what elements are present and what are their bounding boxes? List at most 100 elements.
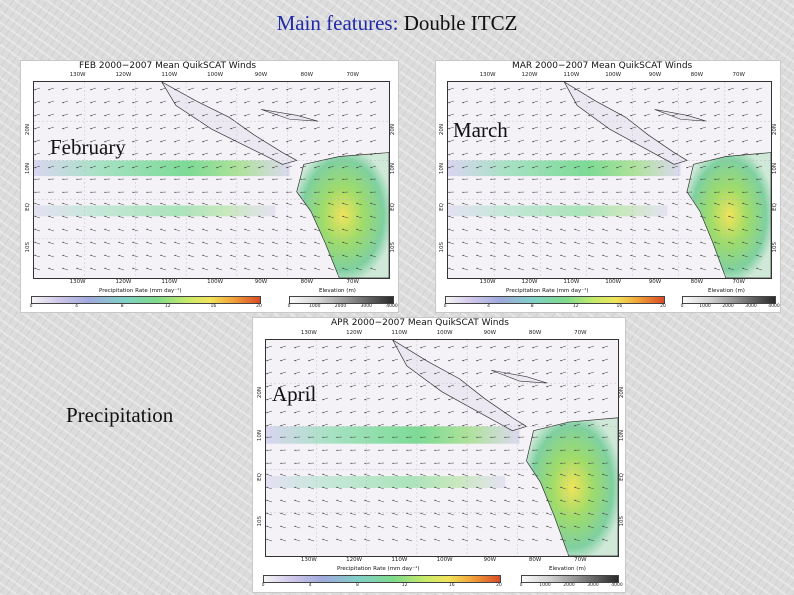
wind-vector (728, 268, 735, 271)
wind-vector-head (34, 102, 36, 104)
wind-vector-head (420, 347, 422, 349)
wind-vector (392, 474, 399, 477)
wind-vector (174, 229, 181, 232)
wind-vector (258, 242, 265, 245)
wind-vector-head (672, 215, 674, 217)
wind-vector (532, 371, 539, 374)
precip-tick-label: 12 (572, 304, 579, 309)
wind-vector (462, 255, 469, 258)
wind-vector-head (328, 128, 330, 130)
wind-vector (104, 203, 111, 206)
mar-map-panel: MAR 2000−2007 Mean QuikSCAT Winds 130W 12… (436, 61, 780, 312)
wind-vector (518, 371, 525, 374)
wind-vector-head (356, 167, 358, 169)
wind-vector (728, 139, 735, 142)
wind-vector (756, 139, 763, 142)
lon-tick-label: 80W (690, 279, 704, 285)
wind-vector-head (574, 486, 576, 488)
wind-vector (62, 216, 69, 219)
wind-vector-head (378, 525, 380, 527)
wind-vector (308, 345, 315, 348)
wind-vector-head (756, 178, 758, 180)
precip-colorbar-label: Precipitation Rate (mm day⁻¹) (337, 566, 420, 572)
wind-vector-head (588, 486, 590, 488)
wind-vector (476, 139, 483, 142)
wind-vector-head (370, 254, 372, 256)
wind-vector-head (62, 102, 64, 104)
wind-vector (518, 139, 525, 142)
wind-vector-head (392, 449, 394, 451)
wind-vector-head (504, 254, 506, 256)
wind-vector-head (258, 191, 260, 193)
wind-vector-head (104, 178, 106, 180)
wind-vector (490, 423, 497, 426)
wind-vector-head (202, 154, 204, 156)
wind-vector (118, 87, 125, 90)
wind-vector (448, 242, 455, 245)
elevation-tick-label: 3000 (587, 583, 599, 588)
wind-vector-head (258, 167, 260, 169)
wind-vector (756, 255, 763, 258)
wind-vector-head (490, 499, 492, 501)
wind-vector-head (644, 115, 646, 117)
wind-vector (104, 139, 111, 142)
wind-vector (76, 126, 83, 129)
wind-vector (34, 216, 41, 219)
wind-vector (286, 165, 293, 168)
wind-vector-head (244, 254, 246, 256)
wind-vector-head (336, 473, 338, 475)
wind-vector (742, 126, 749, 129)
wind-vector-head (672, 154, 674, 156)
wind-vector-head (700, 89, 702, 91)
wind-vector-head (434, 462, 436, 464)
wind-vector (146, 229, 153, 232)
wind-vector-head (202, 191, 204, 193)
wind-vector (62, 152, 69, 155)
wind-vector-head (546, 202, 548, 204)
lat-tick-label: 10N (390, 163, 396, 175)
label-march: March (453, 118, 508, 142)
wind-vector (314, 242, 321, 245)
wind-vector (202, 268, 209, 271)
wind-vector-head (266, 462, 268, 464)
wind-vector (714, 87, 721, 90)
lon-tick-label: 120W (521, 279, 538, 285)
wind-vector-head (462, 399, 464, 401)
wind-vector-head (588, 215, 590, 217)
wind-vector-head (34, 128, 36, 130)
wind-vector-head (146, 267, 148, 269)
wind-vector (188, 152, 195, 155)
wind-vector (686, 152, 693, 155)
wind-vector-head (286, 267, 288, 269)
lon-tick-label: 80W (300, 279, 314, 285)
wind-vector-head (378, 486, 380, 488)
wind-vector (630, 268, 637, 271)
wind-vector (118, 152, 125, 155)
wind-vector (462, 139, 469, 142)
wind-vector (546, 371, 553, 374)
wind-vector (202, 229, 209, 232)
wind-vector (104, 152, 111, 155)
wind-vector-head (48, 154, 50, 156)
wind-vector-head (588, 228, 590, 230)
wind-vector (230, 152, 237, 155)
wind-vector (574, 203, 581, 206)
wind-vector-head (230, 167, 232, 169)
wind-vector (588, 423, 595, 426)
wind-vector-head (286, 167, 288, 169)
wind-vector-head (504, 449, 506, 451)
wind-vector (728, 152, 735, 155)
wind-vector-head (476, 167, 478, 169)
wind-vector (700, 268, 707, 271)
wind-vector-head (490, 191, 492, 193)
wind-vector-head (244, 215, 246, 217)
wind-vector (280, 345, 287, 348)
wind-vector (62, 126, 69, 129)
wind-vector-head (686, 228, 688, 230)
wind-vector-head (356, 202, 358, 204)
wind-vector (742, 242, 749, 245)
wind-vector-head (546, 412, 548, 414)
wind-vector (202, 139, 209, 142)
wind-vector-head (532, 141, 534, 143)
wind-vector (266, 397, 273, 400)
